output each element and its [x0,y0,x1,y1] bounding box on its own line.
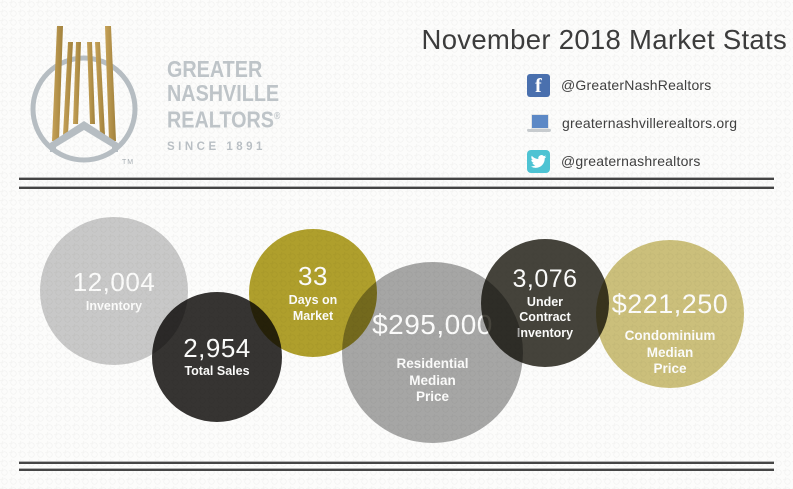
facebook-icon [527,73,550,97]
registered-mark: ® [273,111,281,122]
laptop-base [527,128,551,132]
stat-label: Under Contract Inventory [516,295,574,340]
stat-label: Total Sales [184,364,250,379]
website-url: greaternashvillerealtors.org [562,115,738,131]
stat-value: 3,076 [512,265,578,294]
website-laptop-icon [527,112,551,135]
stat-label: Residential Median Price [396,356,469,405]
top-divider-line-1 [19,177,774,180]
twitter-handle: @greaternashrealtors [561,153,701,169]
social-row-website: greaternashvillerealtors.org [527,111,737,135]
logo-line-realtors: REALTORS® [167,106,281,133]
social-links: @GreaterNashRealtors greaternashvillerea… [527,73,737,173]
stat-bubble-under-contract-inventory: 3,076 Under Contract Inventory [481,239,609,367]
logo-gold-bars [52,26,116,141]
stat-label: Inventory [85,298,143,313]
logo-tm-text: TM [122,159,134,166]
bottom-divider-line-2 [19,468,774,471]
logo-house-chevron [50,121,118,152]
twitter-icon [527,149,550,173]
stat-label: Condominium Median Price [624,328,716,377]
logo-wordmark: GREATER NASHVILLE REALTORS® SINCE 1891 [167,56,299,154]
stat-bubble-condominium-median-price: $221,250 Condominium Median Price [596,240,744,388]
twitter-bird-glyph [530,154,547,168]
logo-since-1891: SINCE 1891 [167,141,266,154]
facebook-handle: @GreaterNashRealtors [561,77,712,93]
logo-line-greater: GREATER [167,56,263,82]
bottom-divider-line-1 [19,461,774,464]
stat-value: 12,004 [72,266,156,297]
stat-value: $221,250 [611,289,729,319]
stat-value: 2,954 [183,333,251,364]
social-row-facebook: @GreaterNashRealtors [527,73,737,97]
stat-label: Days on Market [288,293,338,323]
stat-value: 33 [298,261,328,292]
gnr-logo-mark: TM [30,26,138,166]
page-title: November 2018 Market Stats [421,24,787,55]
top-divider-line-2 [19,186,774,189]
logo-ring [30,55,138,163]
social-row-twitter: @greaternashrealtors [527,149,737,173]
logo-line-nashville: NASHVILLE [167,79,280,106]
stat-value: $295,000 [372,309,493,340]
